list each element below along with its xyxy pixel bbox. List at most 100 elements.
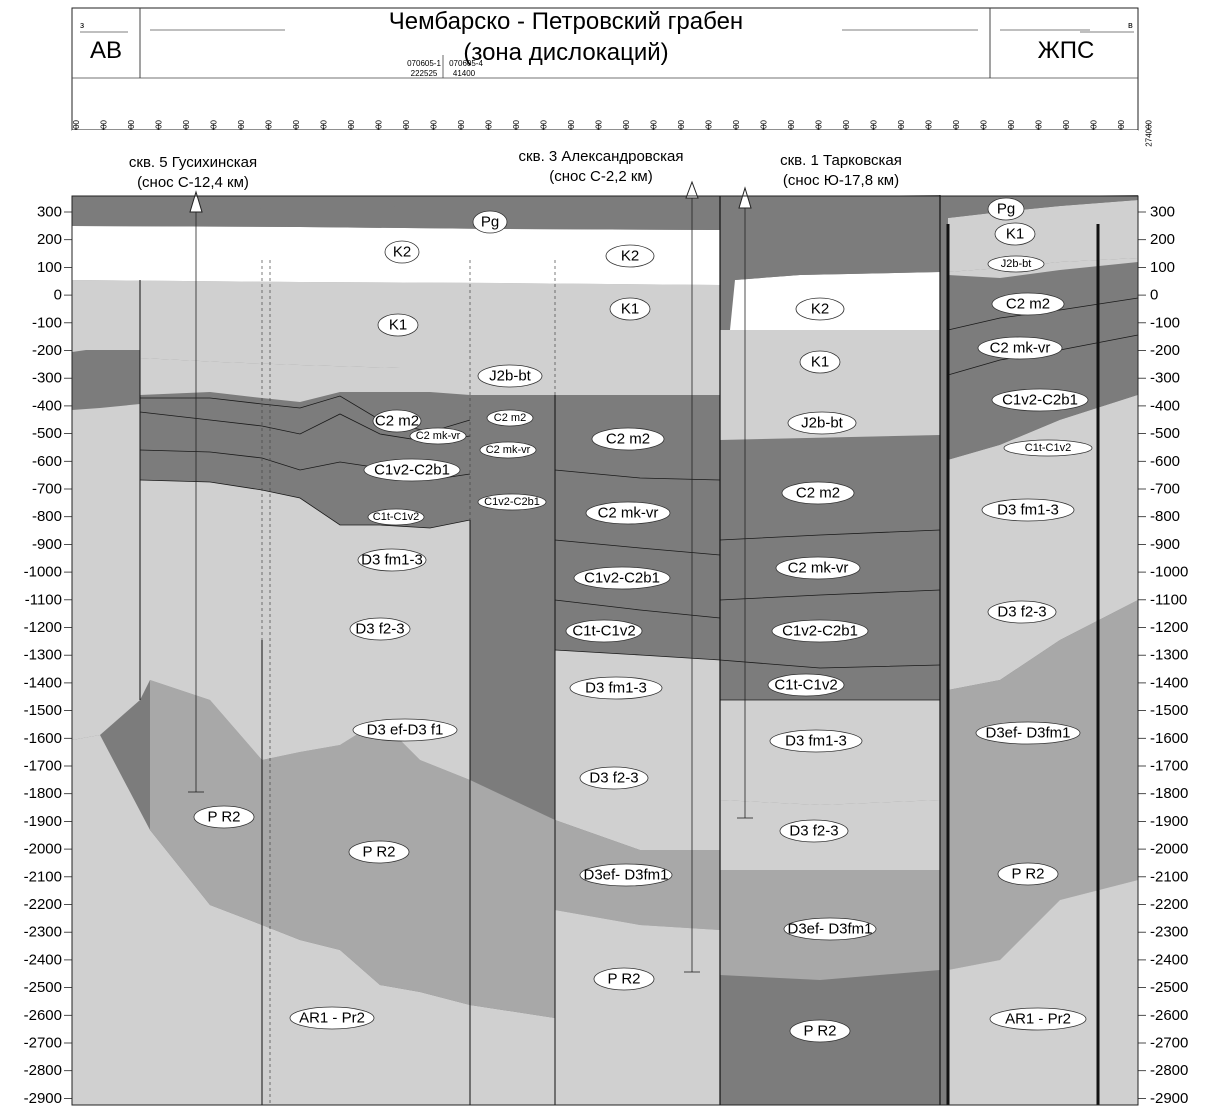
unit-label-text: D3ef- D3fm1: [787, 921, 872, 938]
unit-label-bubble: [977, 336, 1063, 360]
y-tick-left: 100: [37, 259, 62, 276]
layer-pr2-far-east: [948, 740, 1138, 970]
unit-label-bubble: [289, 1006, 375, 1030]
unit-label-bubble: [1003, 439, 1093, 457]
y-tick-right: -1800: [1150, 785, 1188, 802]
unit-label-text: D3ef- D3fm1: [985, 725, 1070, 742]
y-tick-left: -800: [32, 508, 62, 525]
unit-label-text: C2 m2: [375, 413, 419, 430]
unit-label-text: K1: [389, 317, 407, 334]
y-tick-right: 300: [1150, 204, 1175, 221]
unit-label-bubble: [783, 917, 877, 941]
y-tick-left: -2700: [24, 1035, 62, 1052]
y-tick-left: -2100: [24, 868, 62, 885]
unit-label-bubble: [994, 222, 1036, 246]
unit-label-bubble: [981, 498, 1075, 522]
unit-label-text: P R2: [207, 809, 240, 826]
layer-ar1-far-east: [948, 880, 1138, 1105]
layer-ar1-pr2-west: [72, 735, 555, 1105]
profile-label-2: 070605-4: [449, 59, 483, 68]
unit-label: D3 f2-3: [579, 766, 649, 790]
y-tick-left: -200: [32, 342, 62, 359]
y-tick-right: -2700: [1150, 1035, 1188, 1052]
unit-label: D3 f2-3: [349, 617, 411, 641]
y-tick-left: -1700: [24, 758, 62, 775]
unit-label-text: Pg: [481, 214, 499, 231]
unit-label: P R2: [789, 1019, 851, 1043]
unit-label-bubble: [477, 364, 543, 388]
unit-label: C1v2-C2b1: [573, 566, 671, 590]
y-tick-right: -2000: [1150, 841, 1188, 858]
unit-label: AR1 - Pr2: [289, 1006, 375, 1030]
unit-label: D3 fm1-3: [569, 676, 663, 700]
profile-label-4: 41400: [453, 69, 476, 78]
y-tick-right: -200: [1150, 342, 1180, 359]
y-tick-left: -2500: [24, 979, 62, 996]
unit-label-bubble: [565, 619, 643, 643]
unit-label-bubble: [384, 240, 420, 264]
y-tick-right: 0: [1150, 287, 1158, 304]
unit-label-bubble: [472, 210, 508, 234]
y-tick-left: -700: [32, 481, 62, 498]
header-frame: [71, 7, 1139, 131]
far-west-carbonate: [72, 348, 140, 410]
unit-label: P R2: [193, 805, 255, 829]
unit-label-text: C1t-C1v2: [373, 511, 419, 523]
y-tick-left: -1600: [24, 730, 62, 747]
unit-label-text: AR1 - Pr2: [299, 1010, 365, 1027]
unit-label-bubble: [579, 863, 673, 887]
unit-label-bubble: [377, 313, 419, 337]
unit-label-text: Pg: [997, 201, 1015, 218]
y-tick-left: 200: [37, 231, 62, 248]
west-marker: з: [80, 20, 84, 30]
y-tick-right: -1700: [1150, 758, 1188, 775]
east-marker: в: [1128, 20, 1133, 30]
unit-label-text: K2: [393, 244, 411, 261]
unit-label-bubble: [352, 718, 458, 742]
unit-label: K2: [795, 297, 845, 321]
well-offset-tarkovskaya: (снос Ю-17,8 км): [783, 172, 899, 189]
unit-label-text: P R2: [362, 844, 395, 861]
unit-label-bubble: [609, 297, 651, 321]
unit-label-bubble: [975, 721, 1081, 745]
unit-label-text: C1t-C1v2: [774, 677, 837, 694]
unit-label: D3ef- D3fm1: [579, 863, 673, 887]
unit-label-bubble: [367, 508, 425, 526]
unit-label: C2 mk-vr: [775, 556, 861, 580]
unit-label: Pg: [472, 210, 508, 234]
layer-pg: [72, 196, 720, 230]
unit-label-bubble: [789, 1019, 851, 1043]
unit-label: J2b-bt: [477, 364, 543, 388]
y-tick-right: 200: [1150, 231, 1175, 248]
unit-label: P R2: [348, 840, 410, 864]
unit-label-bubble: [372, 409, 422, 433]
unit-label-text: C2 m2: [1006, 296, 1050, 313]
unit-label-text: C2 m2: [494, 412, 526, 424]
unit-label-text: D3 f2-3: [789, 823, 838, 840]
plot-border: [71, 195, 1139, 1106]
unit-label-bubble: [605, 244, 655, 268]
unit-label-bubble: [775, 556, 861, 580]
y-tick-left: -2000: [24, 841, 62, 858]
unit-label-text: C1v2-C2b1: [1002, 392, 1078, 409]
y-tick-right: -1500: [1150, 702, 1188, 719]
y-tick-left: -1100: [25, 591, 62, 608]
layer-d3fm-east: [720, 700, 940, 805]
unit-label-text: AR1 - Pr2: [1005, 1011, 1071, 1028]
unit-label-bubble: [987, 600, 1057, 624]
unit-label-bubble: [486, 409, 534, 427]
unit-label: D3ef- D3fm1: [783, 917, 877, 941]
unit-label-bubble: [769, 729, 863, 753]
unit-label: Pg: [987, 197, 1025, 221]
unit-label-text: J2b-bt: [489, 368, 532, 385]
unit-label-bubble: [591, 427, 665, 451]
layer-k1-west: [72, 280, 720, 395]
y-tick-right: -2900: [1150, 1090, 1188, 1107]
layer-pg-east: [720, 195, 940, 280]
well-offset-gusikhinskaya: (снос С-12,4 км): [137, 174, 249, 191]
y-tick-right: -2100: [1150, 868, 1188, 885]
unit-label-bubble: [989, 1007, 1087, 1031]
unit-label-text: C2 mk-vr: [788, 560, 849, 577]
unit-label-text: D3 fm1-3: [585, 680, 647, 697]
